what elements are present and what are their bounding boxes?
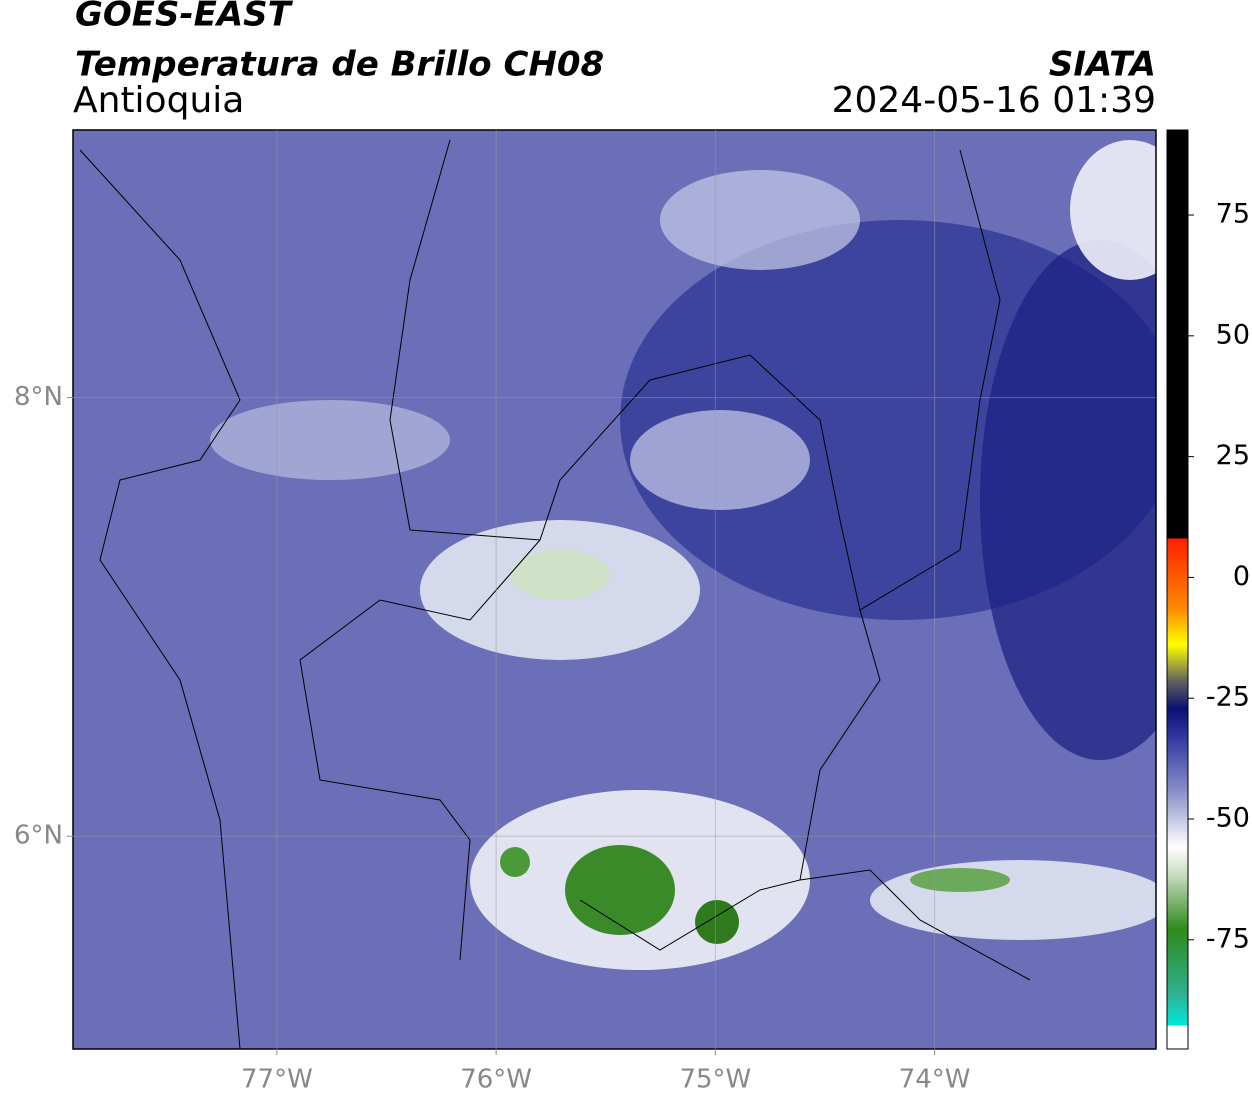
convection <box>695 900 739 944</box>
x-tick-label: 74°W <box>899 1065 971 1095</box>
y-tick-label: 6°N <box>14 821 63 851</box>
region-label: Antioquia <box>73 80 244 121</box>
colorbar-tick-label: 50 <box>1216 319 1250 350</box>
cloud <box>660 170 860 270</box>
cloud <box>630 410 810 510</box>
y-tick-label: 8°N <box>14 382 63 412</box>
colorbar-tick-label: 75 <box>1216 199 1250 230</box>
map-frame <box>72 129 1157 1050</box>
convection <box>910 868 1010 892</box>
boundaries <box>299 139 1031 981</box>
product-title: Temperatura de Brillo CH08 <box>75 45 604 85</box>
map-imagery <box>73 130 1156 1049</box>
colorbar-tick-label: -25 <box>1206 682 1250 713</box>
cold-region <box>980 240 1156 760</box>
cloud <box>1070 140 1156 280</box>
cloud <box>210 400 450 480</box>
datetime-label: 2024-05-16 01:39 <box>832 80 1156 121</box>
cloud <box>870 860 1156 940</box>
colorbar-tick-label: -75 <box>1206 923 1250 954</box>
x-tick-label: 77°W <box>241 1065 313 1095</box>
colorbar-tick-label: 0 <box>1233 561 1250 592</box>
satellite-title: GOES-EAST <box>75 0 294 35</box>
colorbar <box>1166 129 1189 1050</box>
colorbar-tick-label: -50 <box>1206 803 1250 834</box>
colorbar-tick-label: 25 <box>1216 440 1250 471</box>
x-tick-label: 76°W <box>460 1065 532 1095</box>
convection <box>500 847 530 877</box>
coastline <box>79 149 241 1049</box>
convection <box>565 845 675 935</box>
source-label: SIATA <box>1049 45 1156 85</box>
x-tick-label: 75°W <box>679 1065 751 1095</box>
convection <box>510 550 610 600</box>
